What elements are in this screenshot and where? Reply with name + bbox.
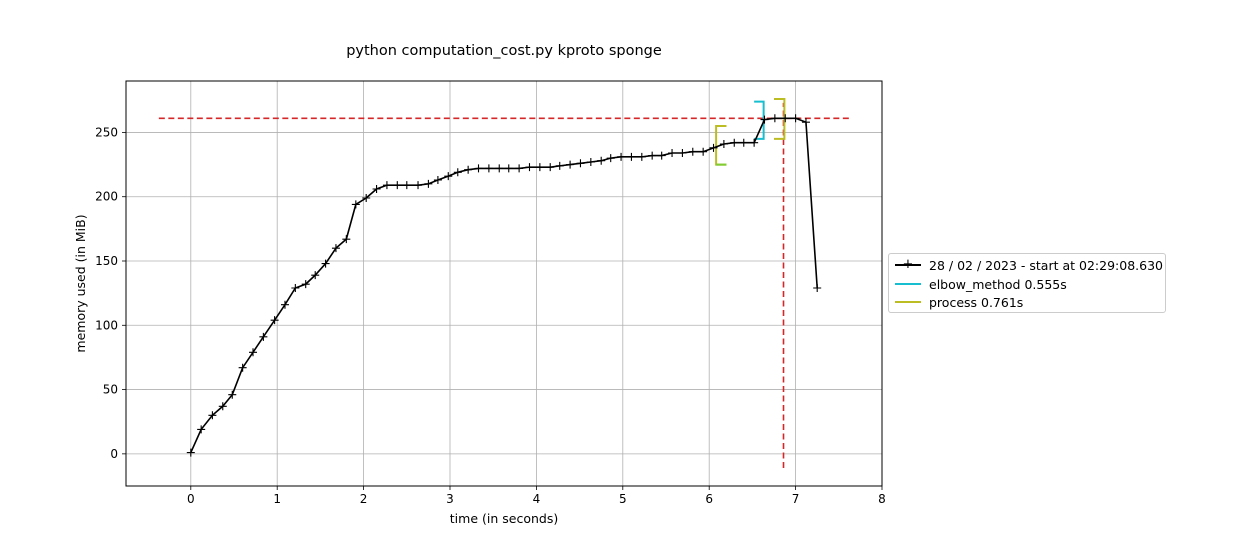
data-point-marker — [402, 181, 411, 190]
data-point-marker — [444, 172, 453, 181]
data-point-marker — [238, 363, 247, 372]
y-tick-label: 250 — [95, 125, 118, 139]
y-axis-label: memory used (in MiB) — [73, 214, 88, 352]
grid-lines — [126, 81, 883, 486]
data-point-marker — [576, 159, 585, 168]
x-tick-label: 4 — [533, 492, 541, 506]
x-tick-label: 3 — [446, 492, 454, 506]
axis-ticks: 0 1 2 3 4 5 6 7 8 0 50 100 150 200 250 — [95, 125, 886, 506]
data-point-marker — [414, 181, 423, 190]
data-point-marker — [678, 149, 687, 157]
data-point-marker — [321, 259, 330, 268]
memory-series-line — [190, 117, 818, 453]
data-point-marker — [617, 152, 626, 161]
data-point-marker — [546, 163, 555, 172]
y-tick-label: 150 — [95, 254, 118, 268]
x-tick-label: 1 — [273, 492, 281, 506]
legend-item-elbow-method: elbow_method 0.555s — [895, 275, 1067, 293]
data-point-marker — [218, 402, 227, 411]
data-point-marker — [555, 161, 564, 170]
data-point-marker — [342, 235, 351, 244]
data-point-marker — [504, 164, 513, 173]
x-tick-label: 5 — [619, 492, 627, 506]
chart-title: python computation_cost.py kproto sponge — [346, 43, 662, 59]
data-point-marker — [515, 164, 524, 173]
data-point-marker — [372, 185, 381, 193]
axes-frame — [125, 80, 883, 487]
data-point-marker — [730, 138, 739, 147]
x-tick-label: 2 — [360, 492, 368, 506]
data-point-marker — [535, 163, 544, 172]
legend-swatch-black-line: + — [895, 258, 921, 272]
data-point-marker — [464, 165, 473, 174]
data-point-marker — [301, 280, 310, 289]
data-point-marker — [525, 163, 534, 172]
data-point-marker — [586, 158, 595, 166]
data-point-marker — [688, 147, 697, 156]
data-point-marker — [197, 425, 206, 434]
data-point-marker — [597, 156, 606, 165]
data-point-marker — [331, 244, 340, 253]
data-point-marker — [474, 164, 483, 173]
legend-swatch-cyan-line — [895, 277, 921, 291]
data-point-marker — [351, 200, 360, 209]
data-point-marker — [719, 140, 728, 148]
legend-label: process 0.761s — [929, 294, 1024, 310]
legend-label: 28 / 02 / 2023 - start at 02:29:08.630 — [929, 257, 1163, 273]
data-point-marker — [362, 194, 371, 202]
data-point-marker — [495, 164, 504, 173]
data-point-marker — [424, 179, 433, 188]
data-point-marker — [770, 114, 779, 123]
data-point-marker — [760, 115, 769, 124]
data-point-marker — [813, 284, 822, 292]
data-point-marker — [433, 176, 442, 184]
legend-label: elbow_method 0.555s — [929, 276, 1067, 292]
x-axis-label: time (in seconds) — [450, 511, 558, 526]
legend-item-memory-series: + 28 / 02 / 2023 - start at 02:29:08.630 — [895, 256, 1163, 274]
data-point-marker — [382, 181, 391, 190]
data-point-marker — [259, 332, 268, 341]
data-point-marker — [484, 164, 493, 173]
data-point-marker — [393, 181, 402, 190]
data-point-marker — [291, 284, 300, 292]
legend: + 28 / 02 / 2023 - start at 02:29:08.630… — [888, 253, 1166, 313]
data-point-marker — [699, 147, 708, 156]
data-point-marker — [627, 152, 636, 161]
data-point-marker — [739, 138, 748, 147]
x-tick-label: 8 — [878, 492, 886, 506]
data-point-marker — [648, 151, 657, 160]
data-point-marker — [249, 348, 258, 357]
data-point-marker — [228, 390, 237, 399]
data-point-marker — [709, 143, 718, 152]
data-point-marker — [280, 300, 289, 309]
data-point-marker — [781, 114, 790, 123]
data-point-marker — [606, 154, 615, 163]
y-tick-label: 50 — [103, 383, 118, 397]
x-tick-label: 7 — [792, 492, 800, 506]
x-tick-label: 6 — [705, 492, 713, 506]
data-point-marker — [668, 149, 677, 157]
data-point-marker — [208, 411, 217, 420]
y-tick-label: 0 — [110, 447, 118, 461]
data-point-marker — [791, 114, 800, 123]
data-point-marker — [186, 448, 195, 457]
plot-area — [158, 98, 850, 468]
y-tick-label: 200 — [95, 190, 118, 204]
legend-swatch-olive-line — [895, 295, 921, 309]
data-point-marker — [637, 152, 646, 161]
data-point-marker — [311, 271, 320, 280]
x-tick-label: 0 — [187, 492, 195, 506]
data-point-marker — [566, 160, 575, 169]
data-point-marker — [750, 138, 759, 147]
data-point-marker — [657, 151, 666, 160]
data-point-marker — [801, 118, 810, 127]
data-point-marker — [270, 316, 279, 325]
y-tick-label: 100 — [95, 318, 118, 332]
data-point-marker — [453, 168, 462, 177]
plus-marker-icon: + — [902, 257, 914, 272]
legend-item-process: process 0.761s — [895, 293, 1023, 311]
